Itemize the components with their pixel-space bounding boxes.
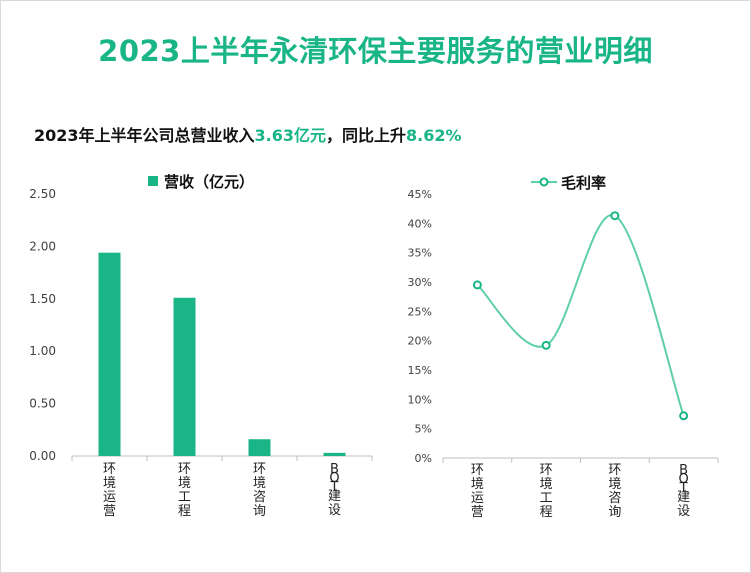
data-point <box>610 211 620 221</box>
y-tick-label: 2.00 <box>29 239 56 253</box>
x-category-label: B O T 建设 <box>677 463 690 519</box>
page-title: 2023上半年永清环保主要服务的营业明细 <box>98 34 653 68</box>
line-chart: 0% 5% 10% 15% 20% 25% 30% 35% 40% 45% 环境运营 环境工程 环境咨询… <box>408 174 719 520</box>
x-category-label: 环境咨询 <box>253 462 266 519</box>
y-tick-label: 0% <box>415 452 432 465</box>
legend-label-margin: 毛利率 <box>561 174 606 192</box>
y-tick-label: 1.50 <box>29 292 56 306</box>
subtitle-revenue-value: 3.63亿元 <box>254 126 327 145</box>
x-category-label: 环境工程 <box>540 463 553 520</box>
y-tick-label: 2.50 <box>29 187 56 201</box>
y-tick-label: 40% <box>408 217 432 230</box>
data-point <box>472 280 482 290</box>
y-tick-label: 0.50 <box>29 397 56 411</box>
chart-subtitle: 2023年上半年公司总营业收入3.63亿元，同比上升8.62% <box>34 122 462 146</box>
bar <box>248 439 271 456</box>
y-tick-label: 45% <box>408 188 432 201</box>
bar <box>323 452 346 456</box>
y-tick-label: 35% <box>408 247 432 260</box>
y-tick-label: 30% <box>408 276 432 289</box>
x-category-label: 环境咨询 <box>608 463 621 520</box>
data-point <box>679 411 689 421</box>
y-tick-label: 0.00 <box>29 449 56 463</box>
x-category-label: 环境运营 <box>471 463 484 520</box>
bar <box>98 252 121 456</box>
y-tick-label: 1.00 <box>29 344 56 358</box>
y-tick-label: 5% <box>415 423 432 436</box>
data-point <box>541 340 551 350</box>
y-tick-label: 15% <box>408 364 432 377</box>
legend-label-revenue: 营收（亿元） <box>164 173 254 191</box>
series-line-margin <box>476 214 685 417</box>
bar-chart: 0.00 0.50 1.00 1.50 2.00 2.50 环境运营 环境工程 环境咨询 B O T 建… <box>29 173 373 519</box>
subtitle-mid: ，同比上升 <box>326 126 407 145</box>
x-category-label: 环境运营 <box>103 462 116 519</box>
x-category-label: 环境工程 <box>178 462 191 519</box>
y-tick-label: 10% <box>408 393 432 406</box>
subtitle-prefix: 2023年上半年公司总营业收入 <box>34 126 255 145</box>
legend-marker-margin <box>539 177 549 187</box>
subtitle-growth-value: 8.62% <box>406 126 462 145</box>
x-category-label: B O T 建设 <box>328 462 341 518</box>
y-tick-label: 20% <box>408 335 432 348</box>
y-tick-label: 25% <box>408 305 432 318</box>
legend-swatch-revenue <box>148 176 158 186</box>
bar <box>173 297 196 456</box>
